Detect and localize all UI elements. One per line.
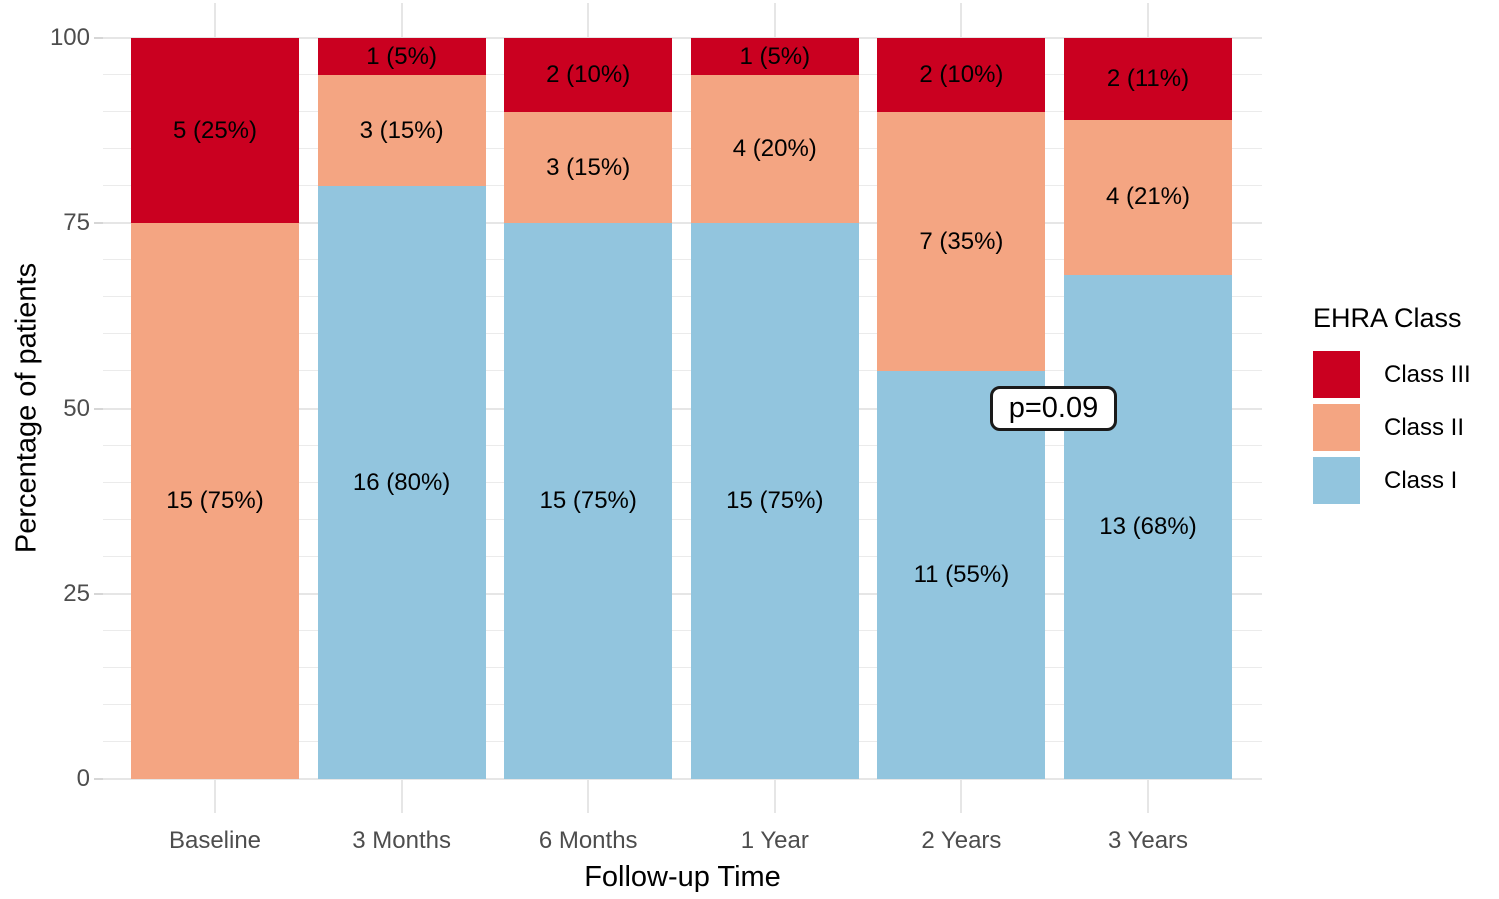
x-tick-label-2-years: 2 Years (921, 827, 1002, 854)
bar-segment-baseline-class-iii: 5 (25%) (131, 38, 299, 224)
class-ii-swatch (1313, 404, 1360, 451)
x-tick-label-3-years: 3 Years (1107, 827, 1189, 854)
gridline-horizontal (103, 148, 1262, 150)
bar-segment-3-years-class-ii: 4 (21%) (1064, 119, 1232, 276)
x-axis-title: Follow-up Time (584, 861, 781, 893)
bar-segment-label: 3 (15%) (359, 116, 444, 144)
bar-segment-label: 15 (75%) (166, 487, 264, 515)
legend-title: EHRA Class (1313, 303, 1462, 333)
legend-entry-class-ii: Class II (1313, 404, 1471, 451)
bar-segment-1-year-class-iii: 1 (5%) (690, 38, 859, 76)
gridline-horizontal (103, 555, 1262, 557)
gridline-horizontal (103, 37, 1262, 39)
gridline-horizontal (103, 740, 1262, 742)
gridline-horizontal (103, 111, 1262, 113)
bar-segment-label: 15 (75%) (726, 487, 824, 515)
legend-label: Class II (1384, 413, 1465, 441)
gridline-horizontal (103, 333, 1262, 335)
bar-segment-label: 13 (68%) (1099, 513, 1197, 541)
bar-segment-3-months-class-iii: 1 (5%) (317, 38, 486, 76)
bar-segment-label: 2 (11%) (1106, 64, 1190, 92)
x-tick-label-6-months: 6 Months (538, 827, 638, 854)
bar-segment-3-months-class-ii: 3 (15%) (317, 75, 486, 187)
y-axis-tick (94, 37, 103, 39)
gridline-horizontal (103, 296, 1262, 298)
y-axis-tick (94, 222, 103, 225)
legend-entry-class-i: Class I (1313, 457, 1471, 504)
y-tick-label: 25 (63, 579, 90, 607)
gridline-horizontal (103, 666, 1262, 668)
y-tick-label: 0 (76, 765, 90, 792)
bar-segment-label: 16 (80%) (352, 468, 451, 496)
gridline-horizontal (103, 370, 1262, 372)
bar-segment-label: 4 (20%) (732, 135, 817, 163)
x-tick-label-baseline: Baseline (168, 827, 262, 854)
legend-label: Class III (1384, 360, 1471, 388)
bar-segment-3-years-class-i: 13 (68%) (1064, 275, 1232, 779)
bar-segment-1-year-class-ii: 4 (20%) (690, 75, 859, 224)
x-tick-label-1-year: 1 Year (740, 827, 809, 854)
y-axis-tick (94, 592, 103, 595)
class-i-swatch (1313, 457, 1360, 504)
bar-segment-label: 4 (21%) (1105, 183, 1191, 211)
bar-segment-label: 5 (25%) (172, 116, 258, 144)
bar-segment-3-years-class-iii: 2 (11%) (1064, 38, 1232, 120)
bar-segment-6-months-class-ii: 3 (15%) (504, 112, 673, 224)
bar-segment-1-year-class-i: 15 (75%) (690, 223, 859, 779)
bar-segment-label: 11 (55%) (913, 561, 1010, 589)
gridline-horizontal (103, 222, 1262, 225)
bar-segment-label: 2 (10%) (919, 61, 1004, 89)
gridline-horizontal (103, 185, 1262, 187)
bar-segment-label: 1 (5%) (739, 42, 811, 70)
legend-entry-class-iii: Class III (1313, 351, 1471, 398)
gridline-horizontal (103, 444, 1262, 446)
y-axis-tick (94, 407, 103, 410)
gridline-horizontal (103, 518, 1262, 520)
bar-segment-baseline-class-ii: 15 (75%) (131, 223, 299, 779)
bar-segment-label: 15 (75%) (539, 487, 637, 515)
bar-segment-label: 2 (10%) (546, 61, 631, 89)
gridline-horizontal (103, 407, 1262, 410)
bar-segment-label: 7 (35%) (919, 227, 1004, 255)
gridline-horizontal (103, 703, 1262, 705)
bar-segment-3-months-class-i: 16 (80%) (317, 186, 486, 779)
p-value-annotation: p=0.09 (990, 386, 1117, 431)
gridline-horizontal (103, 629, 1262, 631)
class-iii-swatch (1313, 351, 1360, 398)
bar-segment-2-years-class-i: 11 (55%) (877, 371, 1046, 779)
gridline-horizontal (103, 259, 1262, 261)
bar-segment-6-months-class-iii: 2 (10%) (504, 38, 673, 113)
gridline-horizontal (103, 481, 1262, 483)
y-axis-tick (94, 778, 103, 780)
bar-segment-label: 3 (15%) (546, 153, 631, 181)
bar-segment-2-years-class-ii: 7 (35%) (877, 112, 1046, 372)
y-tick-label: 75 (63, 209, 90, 237)
bar-segment-2-years-class-iii: 2 (10%) (877, 38, 1046, 113)
y-tick-label: 50 (63, 394, 90, 422)
y-tick-label: 100 (49, 24, 90, 51)
gridline-horizontal (103, 778, 1262, 780)
bar-segment-label: 1 (5%) (366, 42, 437, 70)
x-tick-label-3-months: 3 Months (352, 827, 451, 854)
legend: EHRA Class Class III Class II Class I (1313, 303, 1471, 510)
gridline-horizontal (103, 592, 1262, 595)
gridline-horizontal (103, 74, 1262, 76)
legend-label: Class I (1384, 466, 1458, 494)
bar-segment-6-months-class-i: 15 (75%) (504, 223, 673, 779)
